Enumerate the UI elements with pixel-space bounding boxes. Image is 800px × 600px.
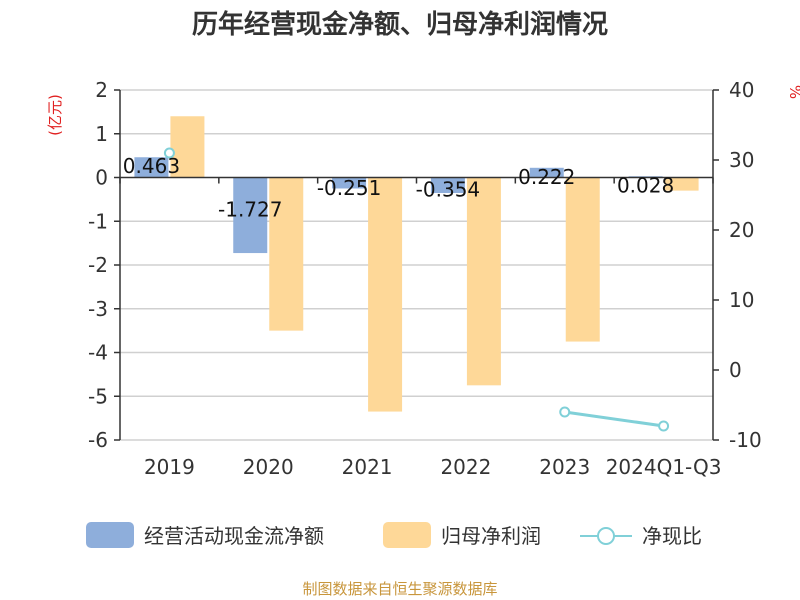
x-tick-label: 2021 [342,455,393,479]
legend-swatch-cashflow [86,522,134,548]
legend-item-cashflow[interactable]: 经营活动现金流净额 [86,522,324,548]
left-tick-label: -5 [88,384,108,408]
ratio-point [559,406,571,418]
gridlines [120,89,713,441]
data-labels: 0.463 -1.727 -0.251 -0.354 0.222 0.028 [123,154,674,221]
data-label-cashflow: 0.028 [617,173,674,197]
x-tick-label: 2019 [144,455,195,479]
ratio-line [163,147,670,432]
left-tick-label: 0 [95,166,108,190]
legend: 经营活动现金流净额 归母净利润 净现比 [86,522,702,548]
data-label-cashflow: -0.354 [416,178,480,202]
x-tick-label: 2022 [440,455,491,479]
legend-swatch-net-profit [383,522,431,548]
ratio-point [163,147,175,159]
ratio-line-segment [564,410,664,428]
right-axis: 40 30 20 10 0 -10 [713,78,762,452]
bar-net-profit [466,177,501,386]
right-tick-label: 10 [729,288,754,312]
bars [134,116,699,412]
axis-lines [119,90,714,440]
legend-label-ratio: 净现比 [642,524,702,548]
left-axis-unit: (亿元) [46,94,64,136]
bar-net-profit [664,177,699,191]
right-tick-label: 20 [729,218,754,242]
bar-cashflow [134,157,169,178]
right-tick-label: 0 [729,358,742,382]
bar-cashflow [529,167,564,178]
x-axis: 2019 2020 2021 2022 2023 2024Q1-Q3 [144,455,722,479]
legend-swatch-ratio-marker [597,527,615,545]
data-label-cashflow: 0.222 [518,165,575,189]
ratio-point [658,420,670,432]
x-tick-label: 2020 [243,455,294,479]
right-axis-unit: % [786,85,800,99]
bar-net-profit [170,116,205,178]
right-tick-label: 30 [729,148,754,172]
data-label-cashflow: -0.251 [317,176,381,200]
data-label-cashflow: -1.727 [218,198,282,222]
left-axis: 2 1 0 -1 -2 -3 -4 -5 -6 [88,78,120,452]
bar-net-profit [269,177,304,331]
left-tick-label: -3 [88,297,108,321]
legend-item-net-profit[interactable]: 归母净利润 [383,522,541,548]
right-tick-label: 40 [729,78,754,102]
bar-net-profit [565,177,600,342]
chart-title: 历年经营现金净额、归母净利润情况 [192,9,608,40]
bar-net-profit [368,177,403,412]
legend-item-ratio[interactable]: 净现比 [580,524,702,548]
source-note: 制图数据来自恒生聚源数据库 [302,580,497,598]
left-tick-label: 2 [95,78,108,102]
legend-label-net-profit: 归母净利润 [441,524,541,548]
left-tick-label: 1 [95,122,108,146]
left-tick-label: -1 [88,209,108,233]
legend-label-cashflow: 经营活动现金流净额 [144,524,324,548]
bar-cashflow [430,177,465,193]
left-tick-label: -4 [88,341,108,365]
x-tick-label: 2023 [539,455,590,479]
bar-cashflow [233,177,268,254]
data-label-cashflow: 0.463 [123,154,180,178]
left-tick-label: -2 [88,253,108,277]
left-tick-label: -6 [88,428,108,452]
x-tick-label: 2024Q1-Q3 [606,455,722,479]
bar-cashflow [332,177,367,189]
right-tick-label: -10 [729,428,762,452]
